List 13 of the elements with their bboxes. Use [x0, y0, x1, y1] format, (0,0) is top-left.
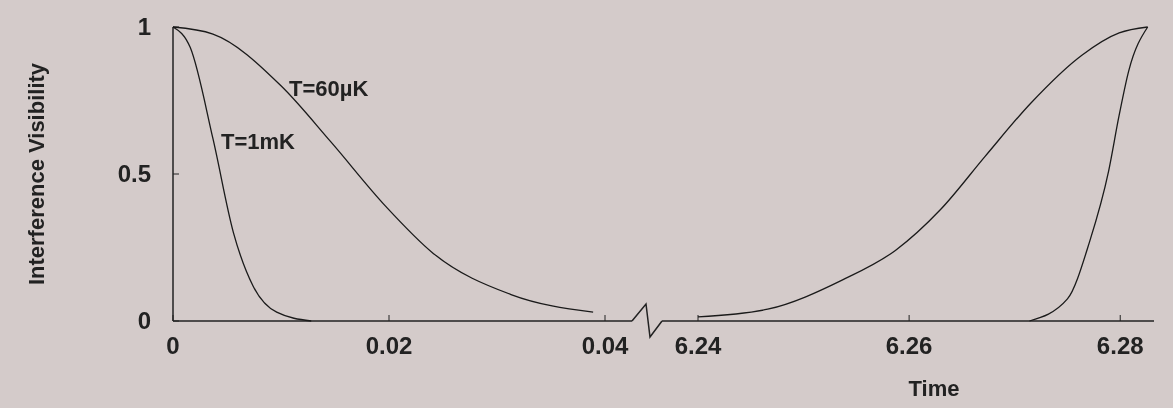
x-axis-title: Time — [908, 376, 960, 401]
x-tick-label: 6.28 — [1096, 332, 1144, 359]
y-tick-label: 0.5 — [117, 160, 151, 187]
y-tick-label: 1 — [137, 13, 151, 40]
x-tick-label: 0 — [166, 332, 180, 359]
x-tick-label: 0.04 — [581, 332, 629, 359]
series-label: T=1mK — [220, 128, 296, 154]
x-tick-label: 6.24 — [674, 332, 722, 359]
x-tick-label: 6.26 — [885, 332, 933, 359]
x-tick-label: 0.02 — [365, 332, 413, 359]
y-tick-label: 0 — [137, 307, 151, 334]
series-label: T=60µK — [289, 75, 369, 101]
y-axis-title: Interference Visibility — [24, 62, 49, 286]
